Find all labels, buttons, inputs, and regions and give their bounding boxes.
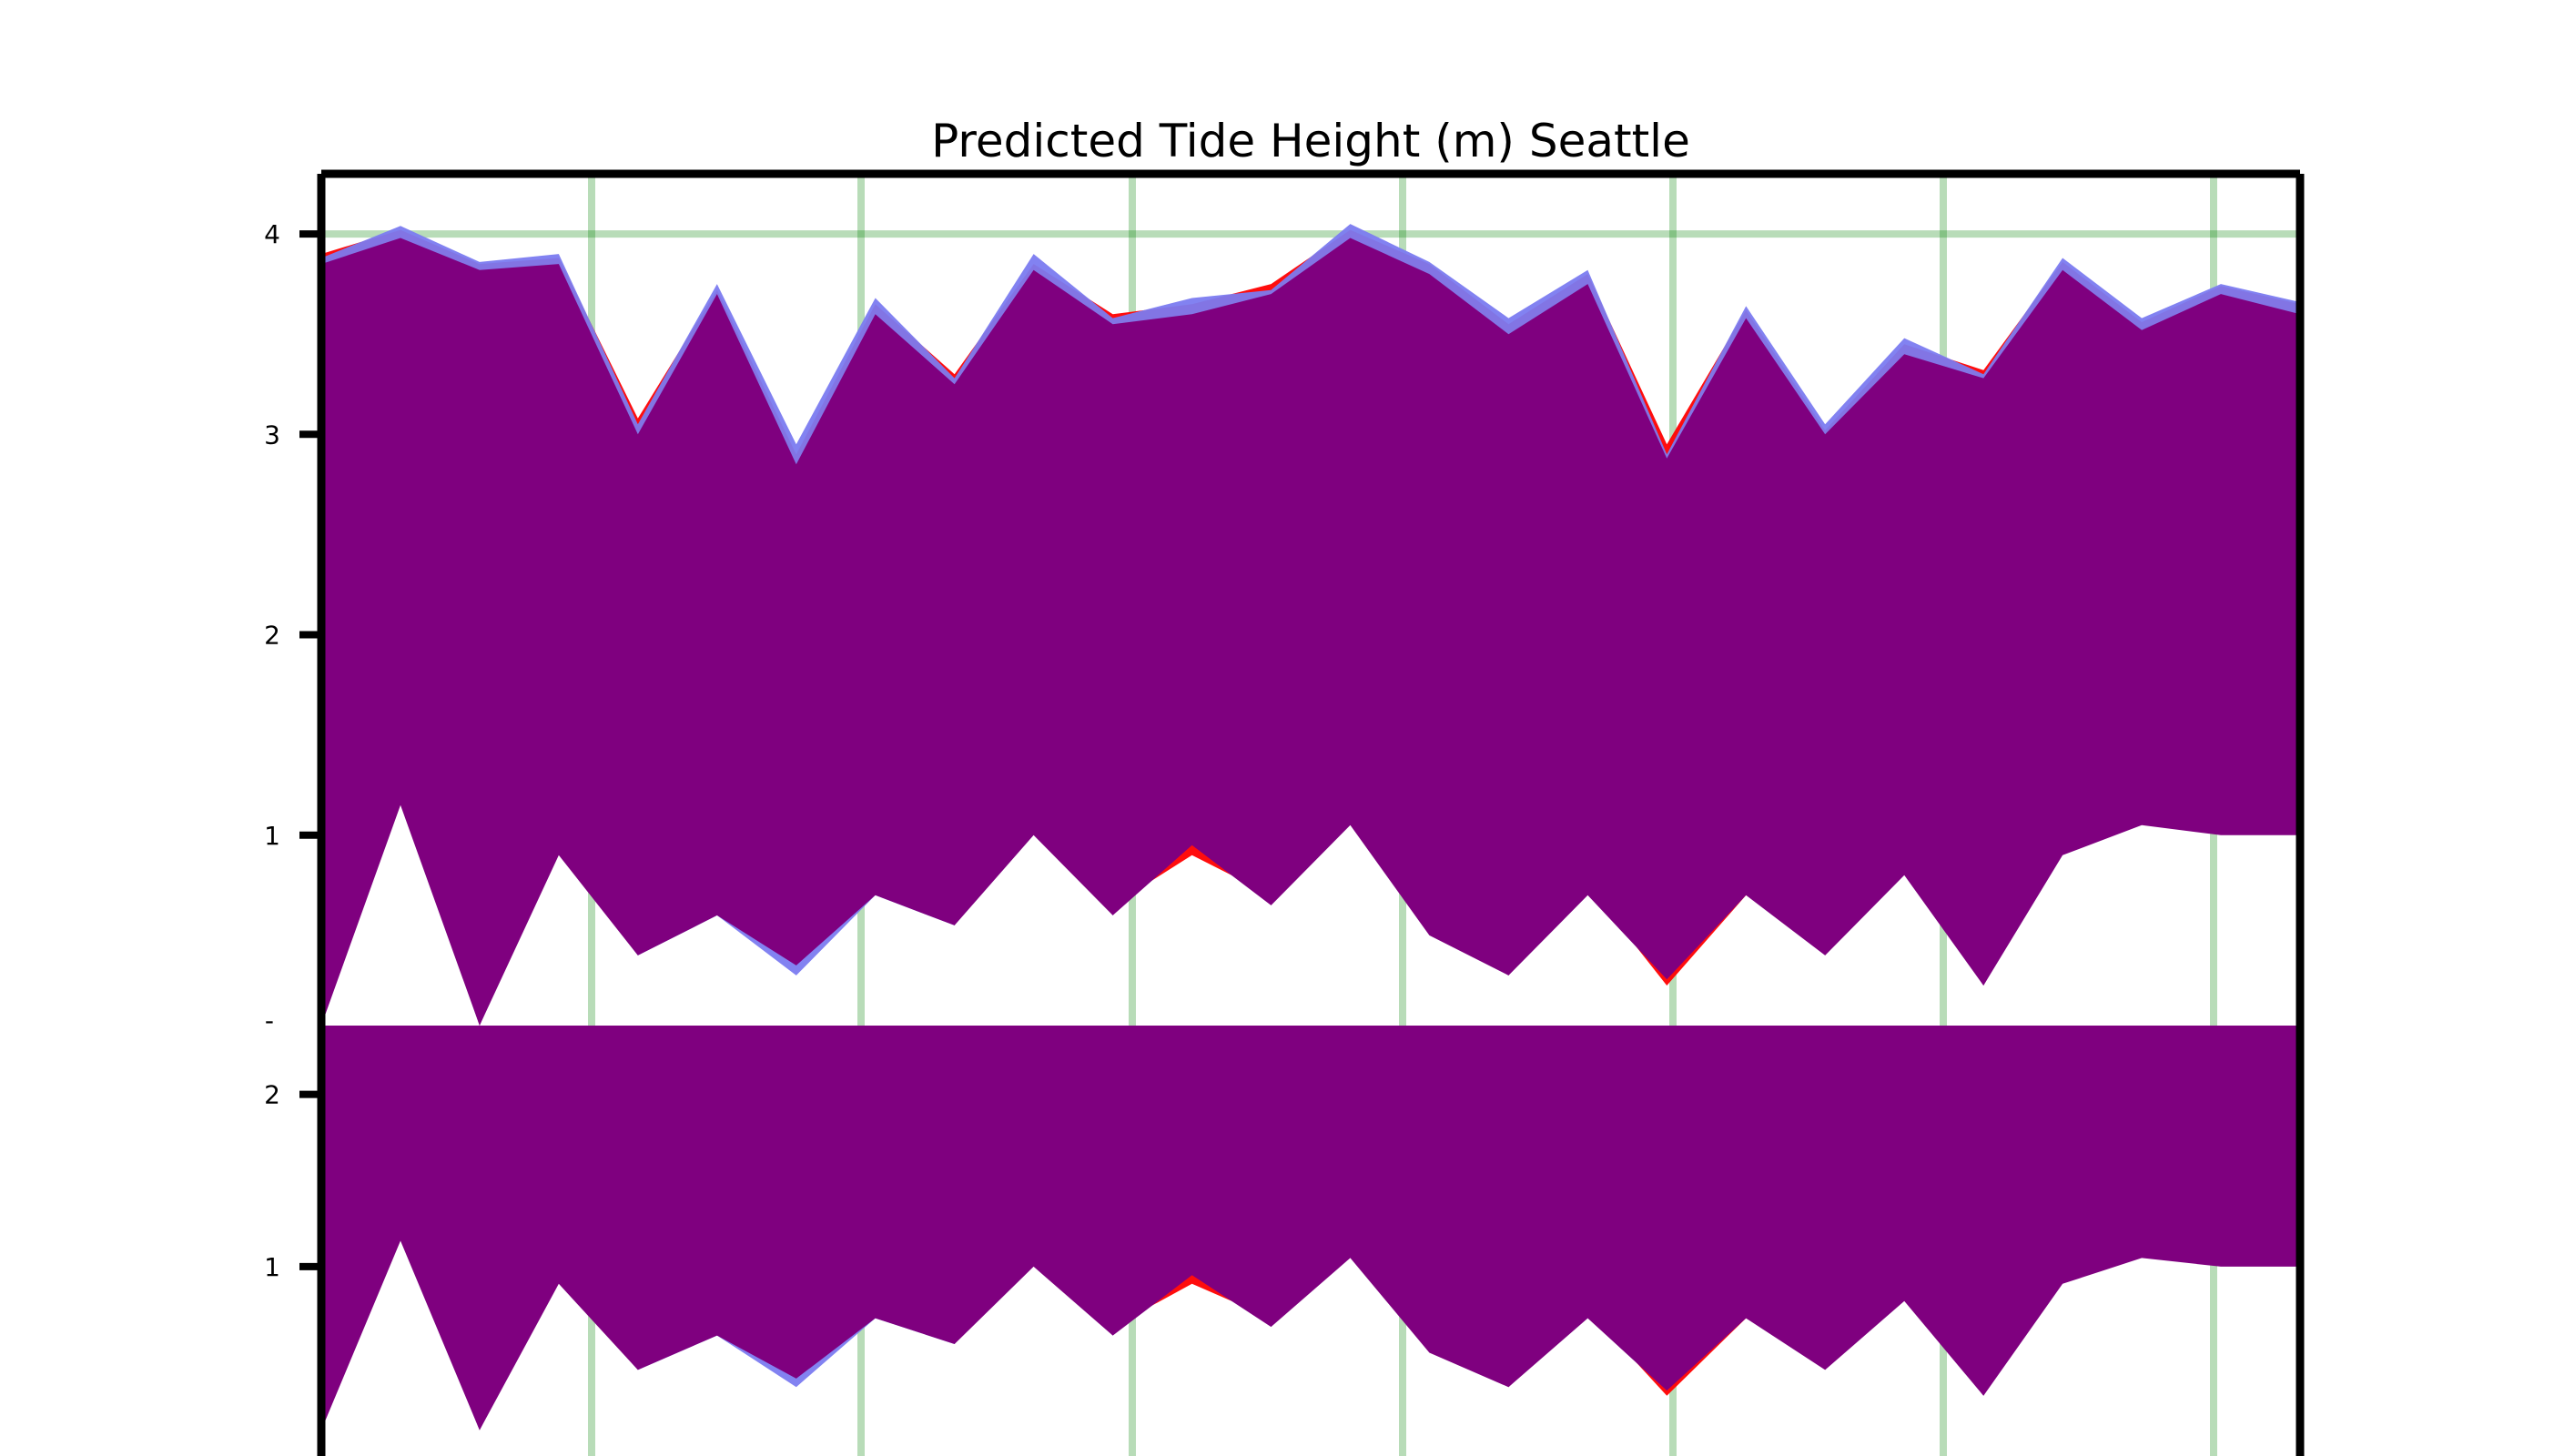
y-tick-label-upper: 1 — [264, 821, 280, 851]
y-tick-label-dash: - — [265, 1006, 274, 1036]
y-tick-label-upper: 2 — [264, 621, 280, 651]
axes: 1 2 3 4 - 1 2 — [264, 169, 2305, 1456]
series-layer — [321, 224, 2300, 1431]
series-2-lower — [321, 1026, 2300, 1431]
y-tick-label-upper: 3 — [264, 420, 280, 450]
chart-title: Predicted Tide Height (m) Seattle — [931, 115, 1690, 167]
y-tick-label-lower: 1 — [264, 1252, 280, 1282]
series-2-upper — [321, 238, 2300, 1026]
y-tick-label-lower: 2 — [264, 1080, 280, 1110]
y-tick-label-upper: 4 — [264, 219, 280, 249]
series-area — [321, 1026, 2300, 1431]
series-area — [321, 238, 2300, 1026]
